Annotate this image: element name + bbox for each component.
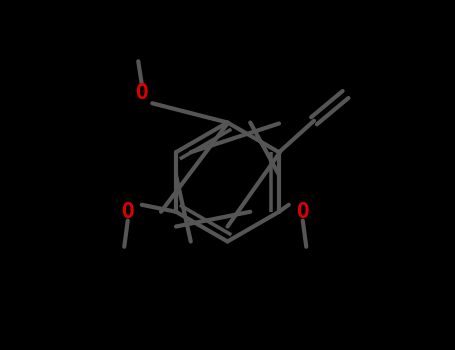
Text: O: O xyxy=(297,202,309,222)
Text: O: O xyxy=(121,202,134,222)
Text: O: O xyxy=(136,83,148,103)
